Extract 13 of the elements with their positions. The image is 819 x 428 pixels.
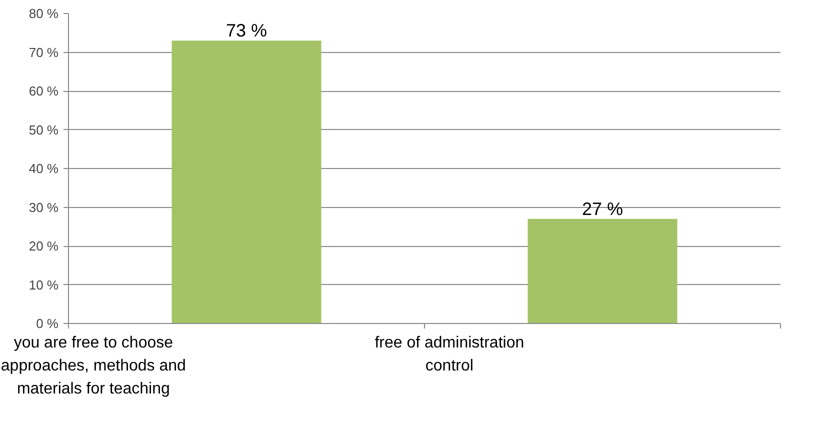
y-tick-label: 0 % [36,316,59,331]
x-tick-label: free of administration control [374,334,524,374]
y-tick-label: 40 % [28,161,59,176]
y-tick-label: 70 % [28,44,59,60]
data-label: 73 % [226,20,268,41]
y-tick-label: 80 % [28,6,59,21]
y-tick-label: 60 % [28,84,59,98]
y-tick-label: 50 % [28,122,59,138]
y-tick-label: 10 % [28,277,59,292]
y-tick-label: 20 % [28,238,59,254]
y-tick-label: 30 % [28,200,59,215]
data-label: 27 % [582,198,624,219]
x-tick-label: you are free to choose approaches, methods and materials for teaching [0,334,186,398]
